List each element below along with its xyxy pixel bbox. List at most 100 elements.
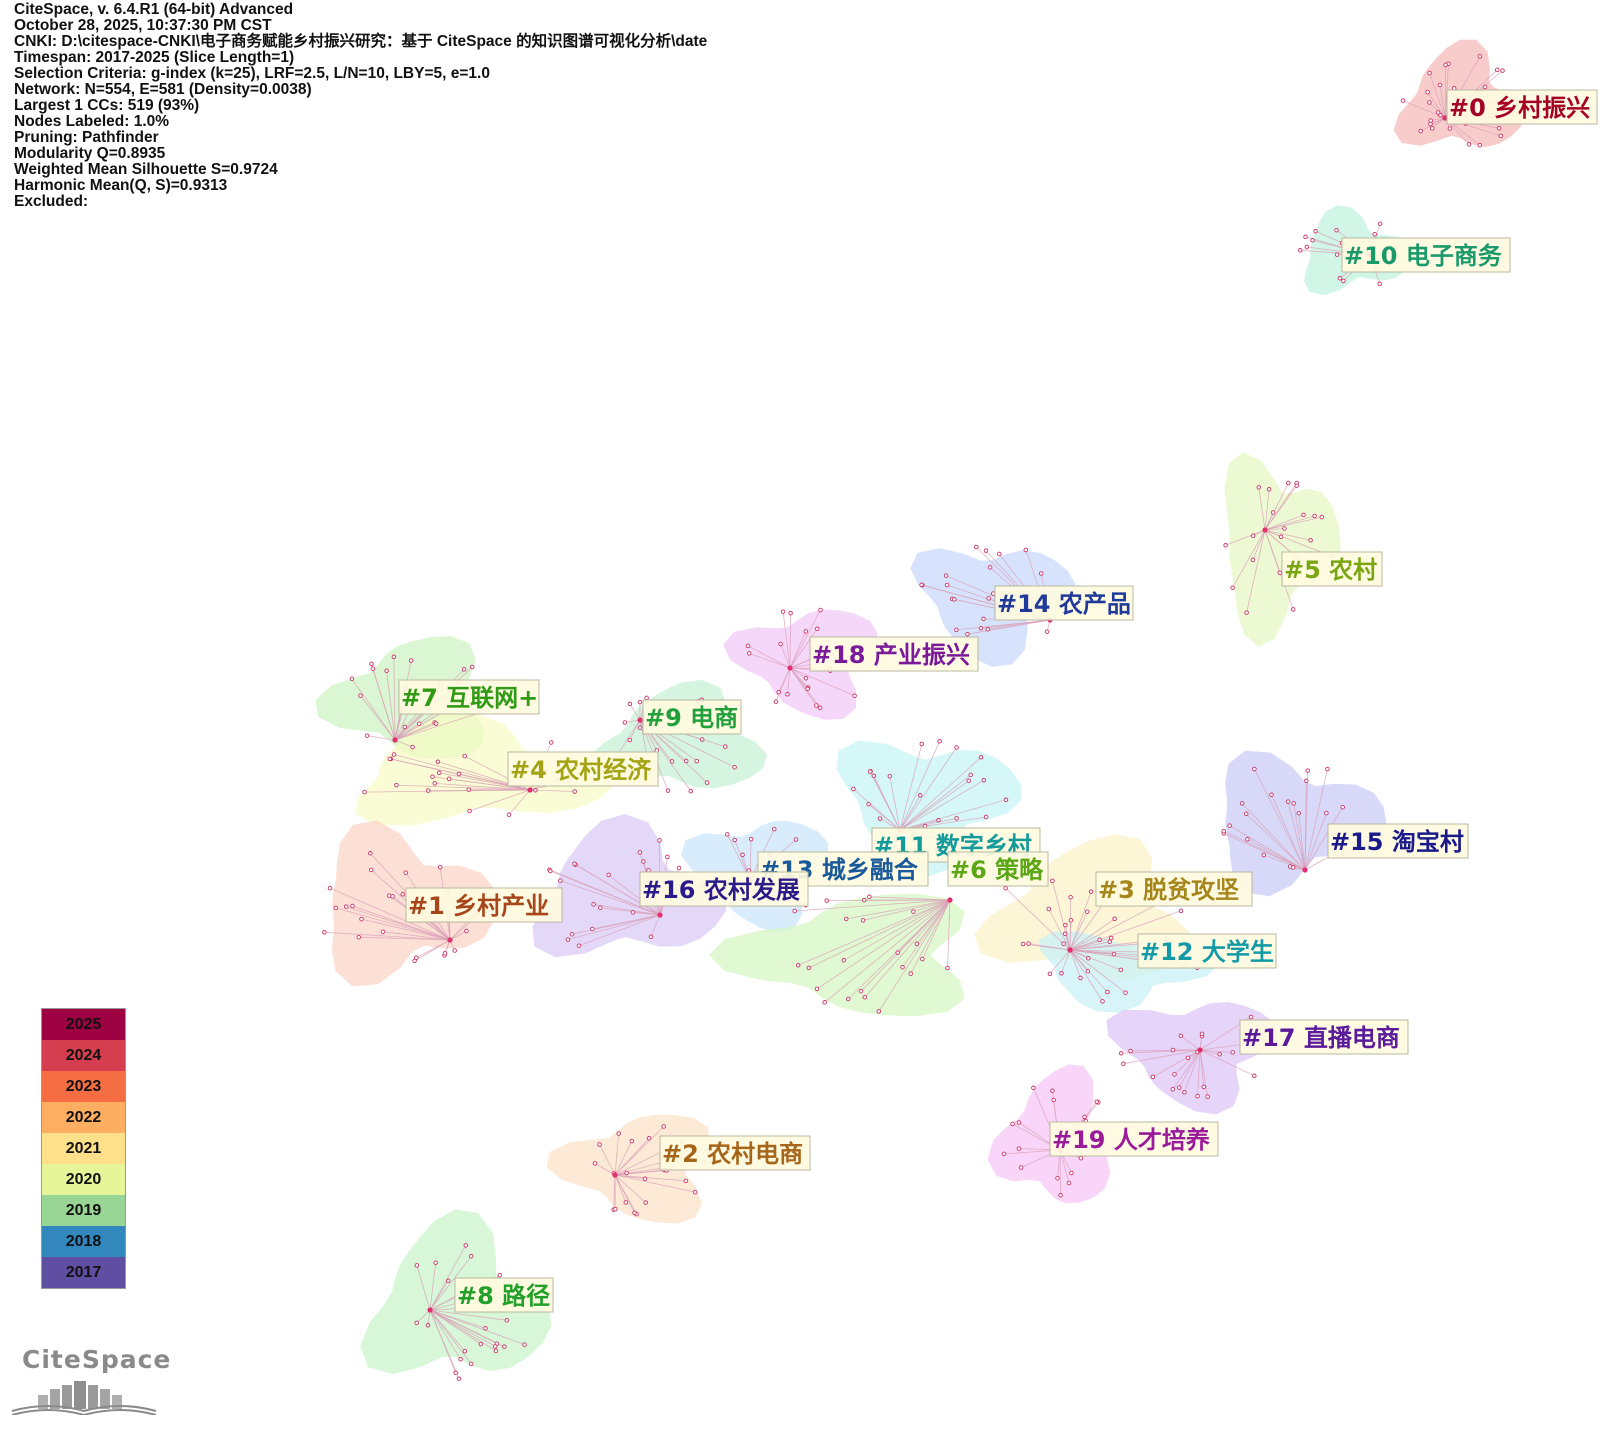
cluster-6-node [914,941,920,947]
cluster-16-node [558,878,563,883]
cluster-1-node [356,934,362,940]
cluster-9-label: #9 电商 [642,699,742,735]
cluster-7-node [408,658,414,663]
cluster-11-node [917,793,923,798]
cluster-11-node [966,778,972,784]
cluster-15-node [1252,766,1257,772]
cluster-16-label-box [639,871,809,907]
cluster-1-node [380,929,386,934]
cluster-18-edge [789,613,791,669]
cluster-0-node [1438,113,1443,118]
cluster-8-edge [429,1245,467,1311]
cluster-7-label-box [398,679,540,715]
cluster-18-edge [789,609,821,669]
cluster-5-edge [1232,529,1266,588]
cluster-15-node [1304,778,1309,784]
cluster-7-label-text: #7 互联网+ [401,684,538,712]
cluster-0-node [1477,142,1483,148]
cluster-14-node [974,544,979,550]
cluster-15-node [1269,792,1274,797]
cluster-17-node [1170,1047,1176,1053]
cluster-1-node [368,851,373,856]
cluster-18-edge [787,667,791,695]
legend-year-2023: 2023 [42,1071,125,1102]
cluster-0-edge [1429,72,1446,119]
cluster-18-node [817,705,823,711]
cluster-15-edge [1304,806,1344,871]
cluster-12-label-box [1137,933,1277,969]
legend-year-2018: 2018 [42,1226,125,1257]
legend-year-2019: 2019 [42,1195,125,1226]
cluster-3-edge [1069,918,1115,951]
cluster-0-node [1482,84,1488,90]
cluster-16-node [590,926,595,932]
cluster-18-node [814,626,820,632]
cluster-17-edge [1184,1049,1201,1093]
cluster-0-node [1477,54,1483,59]
cluster-17-edge [1199,1049,1208,1097]
cluster-5-edge [1264,529,1311,541]
cluster-13-node [725,832,730,837]
cluster-15-node [1305,768,1310,773]
cluster-12-node [1085,968,1091,974]
cluster-6-edge [869,896,951,901]
cluster-9-label-box [642,699,742,735]
cluster-2-edge [614,1174,686,1182]
cluster-17-edge [1197,1049,1201,1097]
cluster-8-edge [416,1309,431,1324]
cluster-19-node [1051,1097,1056,1103]
cluster-17-hub-node [1197,1047,1203,1053]
cluster-4-edge [439,772,531,791]
cluster-5-node [1312,513,1317,519]
cluster-16-edge [593,904,661,916]
cluster-11-edge [889,776,901,831]
cluster-6-node [792,908,797,914]
cluster-11-node [954,816,959,821]
cluster-12-edge [1061,949,1071,974]
cluster-12-node [1061,941,1066,946]
cluster-19-label-text: #19 人才培养 [1052,1126,1210,1154]
cluster-8-node [433,1260,438,1265]
cluster-1-label-box [405,887,563,923]
cluster-0-edge [1402,100,1446,119]
cluster-0-node [1437,82,1443,88]
cluster-1-edge [352,905,451,941]
cluster-8-edge [429,1309,466,1352]
cluster-16-node [646,867,651,873]
cluster-15-edge [1241,803,1306,871]
cluster-7-edge [386,670,396,741]
info-line: Selection Criteria: g-index (k=25), LRF=… [14,65,490,82]
cluster-6-edge [864,899,951,998]
cluster-4-edge [508,789,531,815]
cluster-17-label-box [1239,1019,1409,1055]
cluster-7-node [402,724,408,730]
cluster-5-edge [1225,529,1266,546]
legend-year-2025: 2025 [42,1009,125,1040]
cluster-14-node [987,565,993,570]
cluster-16-node [676,865,682,871]
cluster-3-label: #3 脱贫攻坚 [1095,871,1253,907]
cluster-3-node [1020,941,1026,947]
info-line: Network: N=554, E=581 (Density=0.0038) [14,81,312,98]
cluster-6-node [845,996,851,1002]
cluster-6-node [860,918,866,923]
cluster-3-edge [1005,887,1071,951]
cluster-11-edge [899,747,957,831]
cluster-9-node [669,759,675,764]
cluster-19-edge [1059,1149,1061,1196]
cluster-8-node [445,1278,451,1284]
cluster-0-node [1494,67,1500,73]
cluster-18-edge [789,628,818,669]
cluster-16-node [648,934,654,940]
cluster-16-node [569,931,575,937]
cluster-0-node [1425,89,1430,95]
cluster-18-edge [782,611,791,669]
cluster-9-node [688,788,694,794]
cluster-4-hub-node [527,787,533,793]
cluster-6-node [862,994,868,1000]
cluster-12-node [1078,975,1083,981]
cluster-8-node [483,1326,488,1331]
cluster-18-node [780,609,786,614]
cluster-7-edge [394,711,484,741]
cluster-4-node [436,770,442,776]
